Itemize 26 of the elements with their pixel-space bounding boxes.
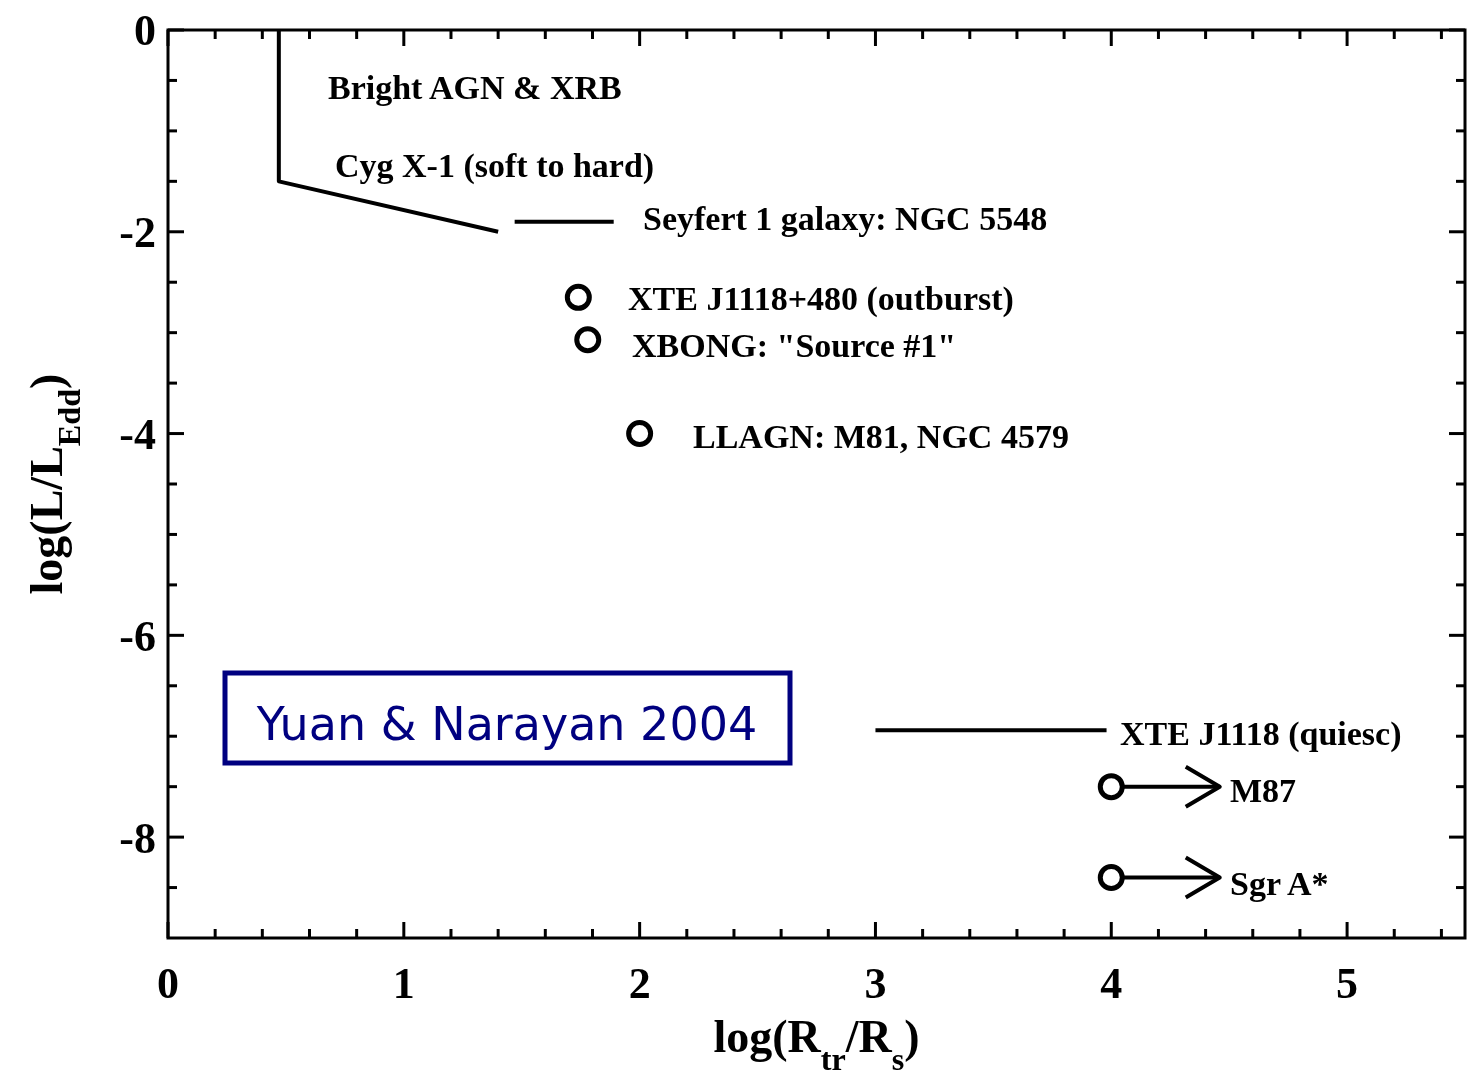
y-tick-label: -8 [119,813,156,863]
annotation: XBONG: "Source #1" [632,326,957,364]
annotation: Seyfert 1 galaxy: NGC 5548 [643,199,1048,237]
point [564,283,592,311]
y-tick-label: -4 [119,409,156,459]
x-tick-label: 4 [1100,959,1123,1008]
x-tick-label: 2 [628,959,651,1008]
point [626,420,654,448]
annotation: Sgr A* [1230,864,1329,902]
annotation: Bright AGN & XRB [328,68,622,106]
y-tick-label: 0 [134,6,156,56]
point [1097,773,1125,801]
annotation: Cyg X-1 (soft to hard) [335,146,655,185]
x-tick-label: 1 [392,959,415,1008]
annotation: M87 [1230,771,1297,809]
x-tick-label: 5 [1336,959,1359,1008]
x-tick-label: 3 [864,959,887,1008]
y-tick-label: -6 [119,611,156,661]
point [1097,863,1125,891]
annotation: Yuan & Narayan 2004 [255,697,758,751]
x-axis-title: log(R$_{tr}$/R$_{s}$) [713,1011,920,1077]
annotation: LLAGN: M81, NGC 4579 [693,417,1069,455]
annotation: XTE J1118+480 (outburst) [628,279,1014,318]
y-tick-label: -2 [119,208,156,258]
annotation: XTE J1118 (quiesc) [1120,714,1402,753]
point [574,326,602,354]
